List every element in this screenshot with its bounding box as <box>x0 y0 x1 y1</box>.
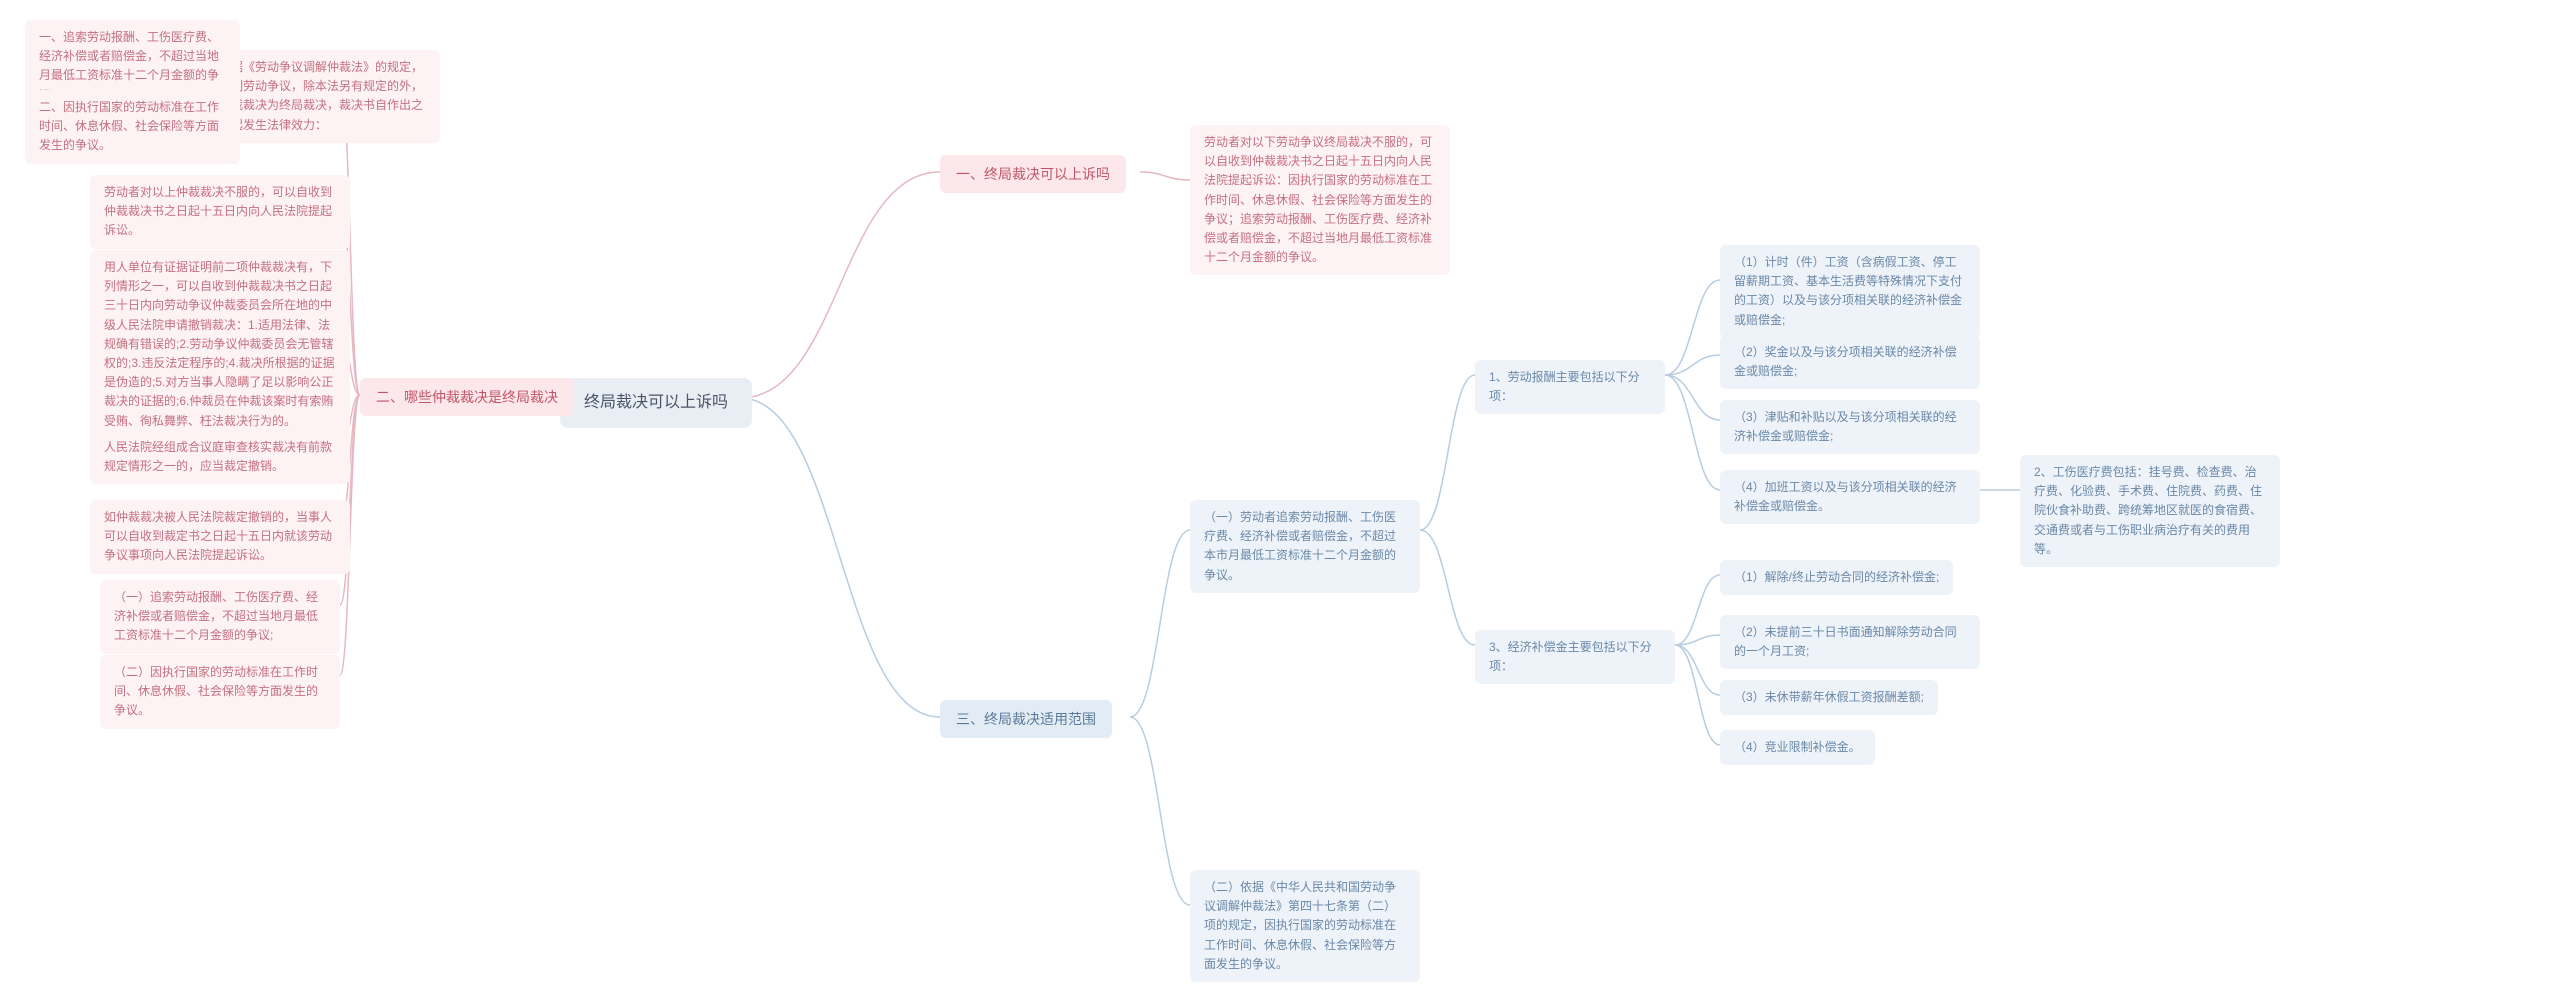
branch-3-sub1-group3-item-3: （3）未休带薪年休假工资报酬差额; <box>1720 680 1938 715</box>
branch-3-sub1-group3: 3、经济补偿金主要包括以下分项： <box>1475 630 1675 684</box>
branch-2-item-5: （一）追索劳动报酬、工伤医疗费、经济补偿或者赔偿金，不超过当地月最低工资标准十二… <box>100 580 340 654</box>
branch-3-sub1-group1-item-4: （4）加班工资以及与该分项相关联的经济补偿金或赔偿金。 <box>1720 470 1980 524</box>
branch-2-item-2: 用人单位有证据证明前二项仲裁裁决有，下列情形之一，可以自收到仲裁裁决书之日起三十… <box>90 250 350 439</box>
branch-3-sub2: （二）依据《中华人民共和国劳动争议调解仲裁法》第四十七条第（二）项的规定，因执行… <box>1190 870 1420 982</box>
branch-2-group1: 根据《劳动争议调解仲裁法》的规定，下列劳动争议，除本法另有规定的外，仲裁裁决为终… <box>205 50 440 143</box>
branch-3-sub1-group1-item-2: （2）奖金以及与该分项相关联的经济补偿金或赔偿金; <box>1720 335 1980 389</box>
branch-3: 三、终局裁决适用范围 <box>940 700 1112 738</box>
branch-2-group1-child-2: 二、因执行国家的劳动标准在工作时间、休息休假、社会保险等方面发生的争议。 <box>25 90 240 164</box>
branch-3-sub1-group1-item-1: （1）计时（件）工资（含病假工资、停工留薪期工资、基本生活费等特殊情况下支付的工… <box>1720 245 1980 338</box>
branch-3-sub1-group3-item-2: （2）未提前三十日书面通知解除劳动合同的一个月工资; <box>1720 615 1980 669</box>
branch-3-sub1-group1: 1、劳动报酬主要包括以下分项： <box>1475 360 1665 414</box>
root-node: 终局裁决可以上诉吗 <box>560 378 752 428</box>
branch-2-item-4: 如仲裁裁决被人民法院裁定撤销的，当事人可以自收到裁定书之日起十五日内就该劳动争议… <box>90 500 350 574</box>
branch-3-sub1-group3-item-4: （4）竞业限制补偿金。 <box>1720 730 1875 765</box>
branch-3-sub1-group1-item-3: （3）津贴和补贴以及与该分项相关联的经济补偿金或赔偿金; <box>1720 400 1980 454</box>
branch-2: 二、哪些仲裁裁决是终局裁决 <box>360 378 574 416</box>
branch-1: 一、终局裁决可以上诉吗 <box>940 155 1126 193</box>
branch-2-item-1: 劳动者对以上仲裁裁决不服的，可以自收到仲裁裁决书之日起十五日内向人民法院提起诉讼… <box>90 175 350 249</box>
branch-3-sub1-group3-item-1: （1）解除/终止劳动合同的经济补偿金; <box>1720 560 1953 595</box>
branch-1-leaf: 劳动者对以下劳动争议终局裁决不服的，可以自收到仲裁裁决书之日起十五日内向人民法院… <box>1190 125 1450 275</box>
branch-3-sub1: （一）劳动者追索劳动报酬、工伤医疗费、经济补偿或者赔偿金，不超过本市月最低工资标… <box>1190 500 1420 593</box>
branch-2-item-3: 人民法院经组成合议庭审查核实裁决有前款规定情形之一的，应当裁定撤销。 <box>90 430 350 484</box>
branch-3-sub1-item2: 2、工伤医疗费包括：挂号费、检查费、治疗费、化验费、手术费、住院费、药费、住院伙… <box>2020 455 2280 567</box>
branch-2-item-6: （二）因执行国家的劳动标准在工作时间、休息休假、社会保险等方面发生的争议。 <box>100 655 340 729</box>
